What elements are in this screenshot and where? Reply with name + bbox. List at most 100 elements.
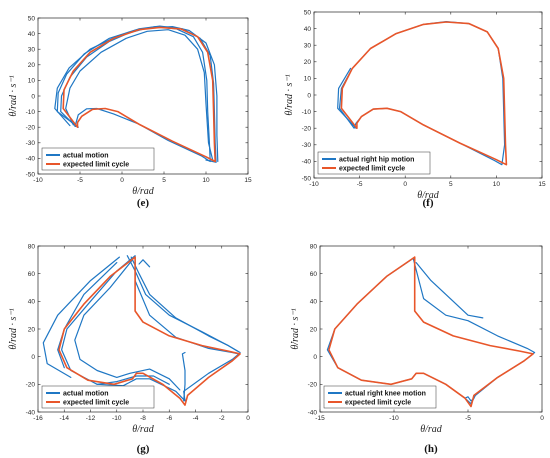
legend-box	[317, 151, 431, 175]
y-axis-label: θ̇/rad · s⁻¹	[8, 308, 19, 349]
y-tick-label: -40	[302, 159, 312, 166]
y-axis-label: θ̇/rad · s⁻¹	[8, 75, 19, 116]
series-line-actual-1	[415, 262, 484, 319]
y-tick-label: -20	[308, 382, 318, 389]
legend-label-actual: actual motion	[63, 390, 109, 397]
panel-caption: (e)	[137, 197, 150, 209]
series-line-actual-6	[181, 351, 186, 402]
y-tick-label: 10	[304, 76, 312, 83]
y-tick-label: 50	[28, 15, 36, 22]
series-line-actual-2	[74, 259, 181, 391]
x-tick-label: 15	[244, 177, 252, 184]
series-line-actual-1	[56, 25, 217, 163]
chart-panel-3: -15 -10 -5 0 -40 -20 0 20 40 60 80 θ/rad θ̇/rad · s⁻…	[290, 243, 544, 455]
x-tick-label: 10	[493, 181, 501, 188]
chart-panel-2: -16 -14 -12 -10 -8 -6 -4 -2 0-40-20020406080θ/ra…	[8, 243, 250, 455]
legend-label-expected: expected limit cycle	[63, 161, 129, 168]
panel-caption: (h)	[424, 443, 438, 455]
x-tick-label: 10	[202, 177, 210, 184]
y-tick-label: 0	[313, 354, 317, 361]
series-line-actual-1	[42, 256, 121, 378]
x-tick-label: 0	[246, 415, 250, 422]
x-tick-label: -8	[140, 415, 146, 422]
y-tick-label: 30	[304, 43, 312, 50]
series-line-expected-0	[58, 256, 241, 406]
y-tick-label: 0	[31, 354, 35, 361]
series-line-actual-4	[126, 255, 239, 352]
y-tick-label: -20	[26, 125, 36, 132]
y-tick-label: -40	[26, 409, 36, 416]
y-tick-label: 40	[28, 299, 36, 306]
x-axis-label: θ/rad	[132, 186, 155, 197]
y-tick-label: -10	[26, 109, 36, 116]
y-tick-label: 80	[310, 243, 318, 250]
x-tick-label: -16	[33, 415, 43, 422]
y-tick-label: 10	[28, 78, 36, 85]
y-axis-label: θ̇/rad · s⁻¹	[284, 74, 295, 115]
y-tick-label: 0	[31, 93, 35, 100]
series-line-actual-3	[54, 26, 219, 163]
legend: actual motion expected limit cycle	[41, 385, 155, 409]
series-line-actual-2	[65, 29, 214, 161]
y-tick-label: 30	[28, 47, 36, 54]
x-tick-label: -15	[315, 415, 325, 422]
series-line-expected-0	[328, 256, 534, 408]
x-axis-label: θ/rad	[132, 424, 155, 435]
legend: actual right knee motion expected limit c…	[323, 385, 437, 409]
y-tick-label: 40	[28, 31, 36, 38]
x-tick-label: -10	[33, 177, 43, 184]
series-line-actual-0	[60, 26, 211, 163]
x-tick-label: 0	[403, 181, 407, 188]
y-tick-label: -30	[302, 142, 312, 149]
panel-caption: (g)	[137, 443, 150, 455]
x-tick-label: -5	[357, 181, 363, 188]
x-tick-label: -4	[193, 415, 199, 422]
legend-label-expected: expected limit cycle	[63, 399, 129, 406]
series-line-actual-0	[338, 21, 506, 166]
y-tick-label: -40	[308, 409, 318, 416]
y-tick-label: -50	[302, 175, 312, 182]
legend-box	[41, 385, 155, 409]
y-tick-label: -20	[302, 126, 312, 133]
legend-label-expected: expected limit cycle	[345, 399, 411, 406]
legend: actual right hip motion expected limit cy…	[317, 151, 431, 175]
x-axis-label: θ/rad	[420, 424, 443, 435]
legend-label-expected: expected limit cycle	[339, 165, 405, 172]
legend-box	[41, 147, 155, 171]
x-tick-label: 15	[538, 181, 546, 188]
x-tick-label: -10	[309, 181, 319, 188]
x-tick-label: -10	[112, 415, 122, 422]
y-tick-label: -30	[26, 140, 36, 147]
y-tick-label: 20	[310, 326, 318, 333]
y-tick-label: 20	[304, 59, 312, 66]
y-tick-label: -10	[302, 109, 312, 116]
y-tick-label: 40	[304, 26, 312, 33]
legend-label-actual: actual right hip motion	[339, 156, 414, 163]
y-tick-label: 20	[28, 62, 36, 69]
y-tick-label: 60	[310, 271, 318, 278]
x-tick-label: -5	[77, 177, 83, 184]
y-tick-label: 50	[304, 9, 312, 16]
x-tick-label: -5	[465, 415, 471, 422]
series-line-actual-7	[138, 259, 151, 268]
x-tick-label: 0	[120, 177, 124, 184]
legend: actual motion expected limit cycle	[41, 147, 155, 171]
legend-label-actual: actual right knee motion	[345, 390, 426, 397]
chart-panel-1: -10 -5 0 5 10 15-50-40-30-20-1001020304050θ/r…	[284, 9, 546, 209]
series-line-expected-0	[340, 21, 508, 166]
series-line-actual-0	[60, 255, 240, 402]
legend-label-actual: actual motion	[63, 152, 109, 159]
series-line-actual-3	[130, 256, 241, 354]
x-tick-label: -10	[389, 415, 399, 422]
y-tick-label: 40	[310, 299, 318, 306]
x-tick-label: -14	[60, 415, 70, 422]
y-tick-label: -20	[26, 382, 36, 389]
series-line-actual-1	[337, 67, 357, 129]
legend-box	[323, 385, 437, 409]
series-line-actual-8	[96, 375, 170, 385]
x-tick-label: -6	[166, 415, 172, 422]
panel-caption: (f)	[423, 197, 434, 209]
x-axis-label: θ/rad	[417, 190, 440, 201]
y-tick-label: 80	[28, 243, 36, 250]
